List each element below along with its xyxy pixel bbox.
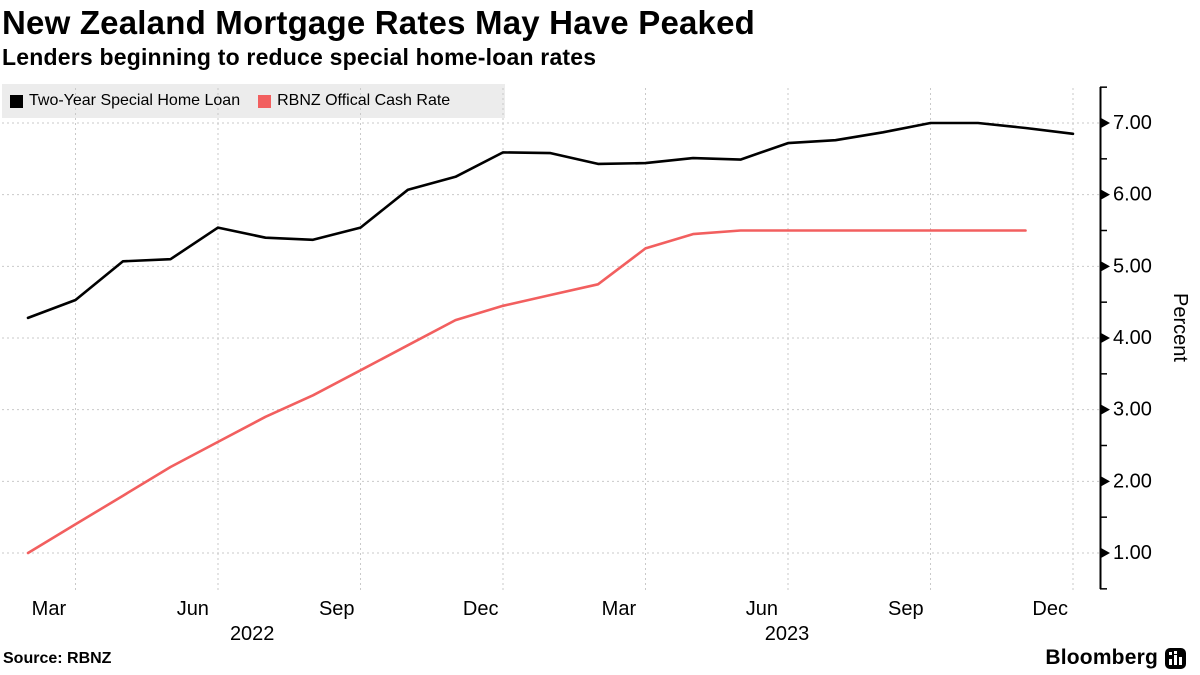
y-axis-tick-arrow	[1101, 404, 1110, 415]
y-tick-label: 7.00	[1113, 112, 1152, 134]
legend-label: Two-Year Special Home Loan	[29, 92, 241, 109]
page-subtitle: Lenders beginning to reduce special home…	[2, 44, 597, 70]
legend-label: RBNZ Offical Cash Rate	[277, 92, 451, 109]
legend-item-home-loan: Two-Year Special Home Loan	[10, 92, 240, 110]
bloomberg-wordmark: Bloomberg	[1045, 646, 1158, 669]
y-axis-tick-arrow	[1101, 261, 1110, 272]
legend-background	[2, 84, 505, 118]
x-tick-label: Dec	[463, 598, 499, 620]
legend-swatch-black-icon	[10, 94, 23, 108]
y-tick-label: 5.00	[1113, 255, 1152, 277]
x-tick-label: Mar	[602, 598, 637, 620]
page-title: New Zealand Mortgage Rates May Have Peak…	[2, 4, 756, 41]
x-tick-label: Jun	[177, 598, 209, 620]
y-axis-tick-arrow	[1101, 548, 1110, 559]
y-tick-label: 2.00	[1113, 470, 1152, 492]
bloomberg-logo: Bloomberg	[1045, 646, 1186, 670]
x-tick-label: Mar	[32, 598, 67, 620]
legend-swatch-red-icon	[258, 94, 272, 108]
x-tick-label: Dec	[1032, 598, 1068, 620]
y-axis-tick-arrow	[1101, 189, 1110, 200]
y-axis-tick-arrow	[1101, 333, 1110, 344]
y-tick-label: 4.00	[1113, 327, 1152, 349]
y-axis-title: Percent	[1169, 293, 1191, 362]
y-axis-tick-arrow	[1101, 476, 1110, 487]
legend-item-cash-rate: RBNZ Offical Cash Rate	[258, 92, 450, 110]
y-tick-label: 3.00	[1113, 399, 1152, 421]
series-line-rbnz-offical-cash-rate	[26, 229, 1027, 555]
x-tick-label: Sep	[888, 598, 924, 620]
series-line-two-year-special-home-loan	[26, 121, 1075, 320]
chart-legend: Two-Year Special Home Loan RBNZ Offical …	[10, 84, 450, 118]
x-tick-label: Sep	[319, 598, 355, 620]
bloomberg-terminal-icon	[1165, 647, 1186, 669]
x-year-label: 2022	[230, 623, 275, 645]
y-axis-tick-arrow	[1101, 118, 1110, 128]
y-tick-label: 6.00	[1113, 184, 1152, 206]
x-tick-label: Jun	[746, 598, 778, 620]
source-note: Source: RBNZ	[3, 650, 112, 667]
x-year-label: 2023	[765, 623, 810, 645]
y-tick-label: 1.00	[1113, 542, 1152, 564]
